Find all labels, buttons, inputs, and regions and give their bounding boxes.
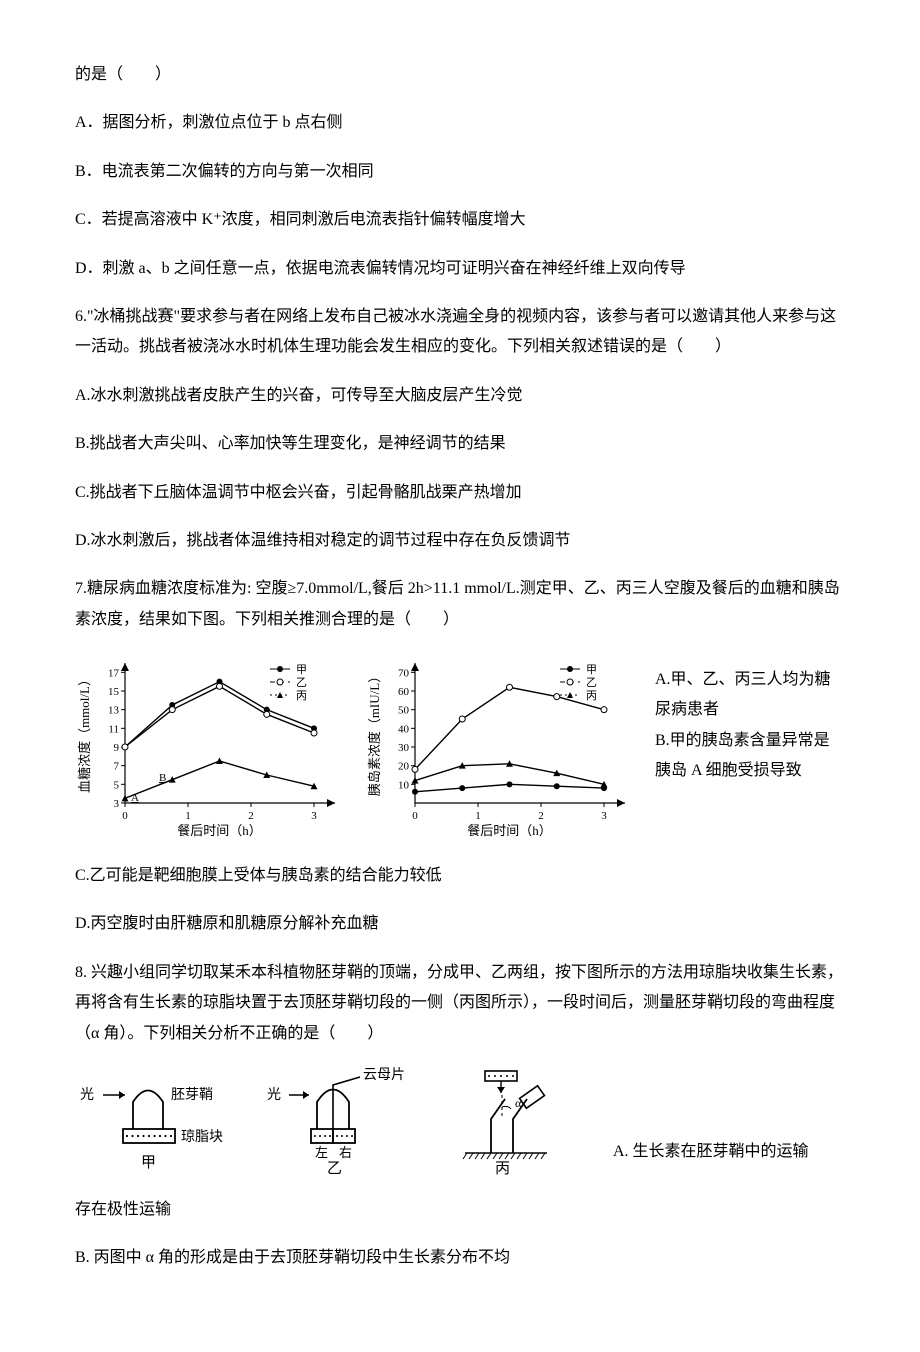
svg-text:琼脂块: 琼脂块 — [181, 1129, 223, 1145]
q7-option-d: D.丙空腹时由肝糖原和肌糖原分解补充血糖 — [75, 909, 845, 939]
svg-text:B: B — [159, 772, 166, 784]
svg-text:17: 17 — [108, 667, 120, 679]
q7-stem: 7.糖尿病血糖浓度标准为: 空腹≥7.0mmol/L,餐后 2h>11.1 mm… — [75, 574, 845, 635]
svg-text:3: 3 — [114, 798, 120, 810]
q7-option-a: A.甲、乙、丙三人均为糖尿病患者 — [655, 665, 845, 726]
svg-text:乙: 乙 — [586, 676, 597, 689]
q7-charts-row: 3579111315170123餐后时间（h）血糖浓度（mmol/L）甲乙丙AB… — [75, 653, 845, 843]
svg-text:光: 光 — [267, 1087, 281, 1103]
svg-text:13: 13 — [108, 705, 120, 717]
svg-text:A: A — [131, 792, 139, 804]
q6-option-d: D.冰水刺激后，挑战者体温维持相对稳定的调节过程中存在负反馈调节 — [75, 526, 845, 556]
svg-text:1: 1 — [475, 810, 481, 822]
svg-text:丙: 丙 — [586, 690, 597, 702]
q7-side-options: A.甲、乙、丙三人均为糖尿病患者 B.甲的胰岛素含量异常是胰岛 A 细胞受损导致 — [655, 653, 845, 787]
svg-text:7: 7 — [114, 761, 120, 773]
q8-diagrams-row: 光胚芽鞘琼脂块甲 光云母片左右乙 α丙 A. 生长素在胚芽鞘中的运输 — [75, 1067, 845, 1177]
q6-option-c: C.挑战者下丘脑体温调节中枢会兴奋，引起骨骼肌战栗产热增加 — [75, 478, 845, 508]
q8-option-a-cont: 存在极性运输 — [75, 1195, 845, 1225]
svg-text:10: 10 — [398, 779, 410, 791]
chart-blood-glucose: 3 5 7 9 11 13 15 17 0 1 2 3 餐后时间（h） 血糖浓度（mmol/L） 甲乙丙 A B — [75, 653, 345, 843]
svg-text:1: 1 — [185, 810, 191, 822]
svg-text:5: 5 — [114, 779, 120, 791]
svg-text:云母片: 云母片 — [363, 1067, 405, 1083]
svg-text:胚芽鞘: 胚芽鞘 — [171, 1087, 213, 1103]
svg-text:右: 右 — [339, 1145, 352, 1160]
svg-text:乙: 乙 — [296, 676, 307, 689]
svg-text:胰岛素浓度（mIU/L）: 胰岛素浓度（mIU/L） — [367, 670, 382, 796]
q8-option-b: B. 丙图中 α 角的形成是由于去顶胚芽鞘切段中生长素分布不均 — [75, 1243, 845, 1273]
svg-text:9: 9 — [114, 742, 120, 754]
svg-text:70: 70 — [398, 667, 410, 679]
svg-text:血糖浓度（mmol/L）: 血糖浓度（mmol/L） — [77, 673, 92, 793]
svg-text:左: 左 — [315, 1145, 328, 1160]
intro-continuation: 的是（ ） — [75, 60, 845, 90]
q5-option-a: A．据图分析，刺激位点位于 b 点右侧 — [75, 108, 845, 138]
svg-text:乙: 乙 — [327, 1161, 342, 1177]
svg-text:0: 0 — [412, 810, 418, 822]
q6-option-a: A.冰水刺激挑战者皮肤产生的兴奋，可传导至大脑皮层产生冷觉 — [75, 381, 845, 411]
diagram-jia: 光 胚芽鞘琼脂块甲 — [75, 1067, 235, 1177]
svg-text:11: 11 — [108, 723, 119, 735]
svg-text:光: 光 — [80, 1087, 94, 1103]
svg-text:餐后时间（h）: 餐后时间（h） — [467, 823, 552, 838]
svg-text:α: α — [515, 1096, 522, 1110]
q8-option-a-inline: A. 生长素在胚芽鞘中的运输 — [605, 1137, 809, 1177]
svg-text:2: 2 — [538, 810, 544, 822]
svg-text:丙: 丙 — [495, 1161, 510, 1177]
diagram-bing: α丙 — [435, 1067, 575, 1177]
q7-option-c: C.乙可能是靶细胞膜上受体与胰岛素的结合能力较低 — [75, 861, 845, 891]
svg-text:50: 50 — [398, 705, 410, 717]
svg-text:30: 30 — [398, 742, 410, 754]
q5-option-c: C．若提高溶液中 K⁺浓度，相同刺激后电流表指针偏转幅度增大 — [75, 205, 845, 235]
svg-text:0: 0 — [122, 810, 128, 822]
q5-option-d: D．刺激 a、b 之间任意一点，依据电流表偏转情况均可证明兴奋在神经纤维上双向传… — [75, 254, 845, 284]
svg-text:甲: 甲 — [296, 664, 307, 676]
q6-option-b: B.挑战者大声尖叫、心率加快等生理变化，是神经调节的结果 — [75, 429, 845, 459]
chart-insulin: 10 20 30 40 50 60 70 0 1 2 3 餐后时间（h） 胰岛素浓度（mIU/L） 甲乙丙 — [365, 653, 635, 843]
diagram-yi: 光 云母片左右乙 — [265, 1067, 405, 1177]
svg-text:60: 60 — [398, 686, 410, 698]
svg-text:3: 3 — [311, 810, 317, 822]
q7-option-b: B.甲的胰岛素含量异常是胰岛 A 细胞受损导致 — [655, 726, 845, 787]
svg-text:餐后时间（h）: 餐后时间（h） — [177, 823, 262, 838]
svg-text:3: 3 — [601, 810, 607, 822]
svg-text:2: 2 — [248, 810, 254, 822]
svg-text:40: 40 — [398, 723, 410, 735]
svg-text:甲: 甲 — [586, 664, 597, 676]
q8-stem: 8. 兴趣小组同学切取某禾本科植物胚芽鞘的顶端，分成甲、乙两组，按下图所示的方法… — [75, 958, 845, 1049]
svg-text:20: 20 — [398, 761, 410, 773]
q5-option-b: B．电流表第二次偏转的方向与第一次相同 — [75, 157, 845, 187]
svg-text:丙: 丙 — [296, 690, 307, 702]
q6-stem: 6."冰桶挑战赛"要求参与者在网络上发布自己被冰水浇遍全身的视频内容，该参与者可… — [75, 302, 845, 363]
svg-text:甲: 甲 — [141, 1155, 156, 1171]
svg-text:15: 15 — [108, 686, 120, 698]
